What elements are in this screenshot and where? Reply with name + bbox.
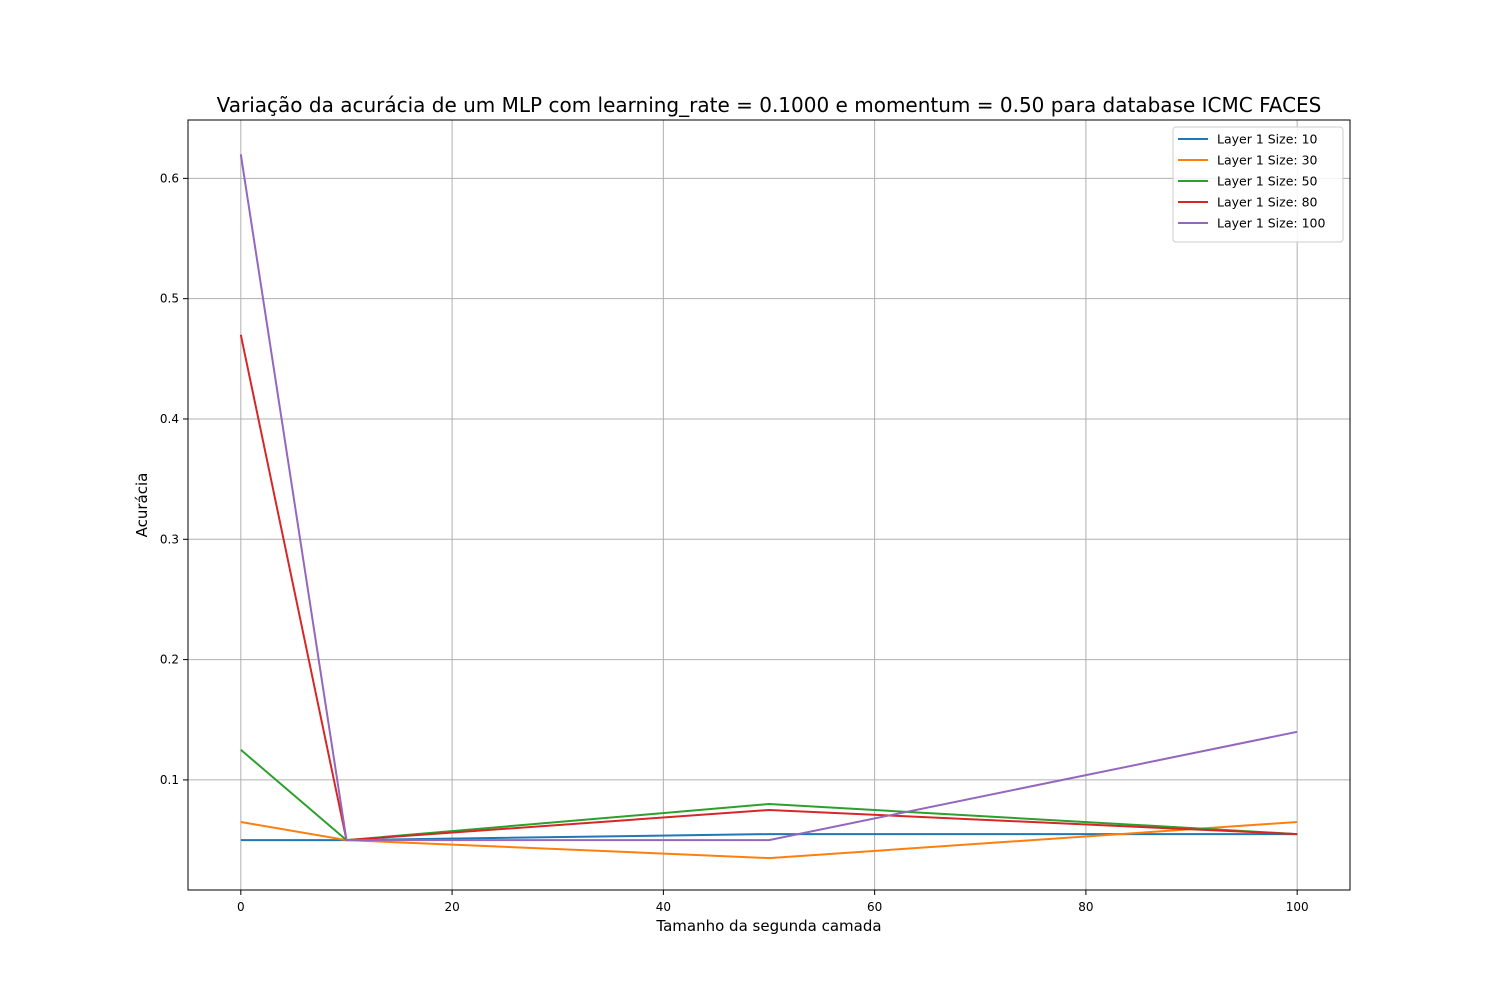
- x-tick-label: 40: [656, 900, 671, 914]
- legend-label: Layer 1 Size: 30: [1217, 153, 1318, 168]
- grid: [188, 120, 1350, 890]
- x-axis-ticks: 0 20 40 60 80 100: [237, 890, 1309, 914]
- x-tick-label: 100: [1286, 900, 1309, 914]
- y-tick-label: 0.2: [160, 653, 179, 667]
- plot-frame: [187, 119, 1351, 891]
- y-tick-label: 0.4: [160, 412, 179, 426]
- series-lines: [239, 154, 1298, 860]
- legend: Layer 1 Size: 10 Layer 1 Size: 30 Layer 1 …: [1172, 126, 1344, 243]
- legend-label: Layer 1 Size: 80: [1217, 195, 1318, 210]
- legend-label: Layer 1 Size: 50: [1217, 174, 1318, 189]
- legend-box: [1172, 126, 1344, 243]
- x-tick-label: 60: [867, 900, 882, 914]
- series-line-2: [240, 821, 1298, 860]
- chart-title: Variação da acurácia de um MLP com learn…: [217, 93, 1322, 117]
- y-axis-label: Acurácia: [133, 473, 151, 538]
- y-tick-label: 0.3: [160, 532, 179, 546]
- x-tick-label: 0: [237, 900, 245, 914]
- legend-label: Layer 1 Size: 10: [1217, 132, 1318, 147]
- y-tick-label: 0.1: [160, 773, 179, 787]
- series-line-5: [239, 154, 1298, 842]
- legend-label: Layer 1 Size: 100: [1217, 216, 1326, 231]
- series-line-4: [239, 334, 1298, 842]
- y-axis-ticks: 0.1 0.2 0.3 0.4 0.5 0.6: [160, 171, 188, 787]
- series-line-1: [240, 833, 1298, 842]
- x-tick-label: 20: [444, 900, 459, 914]
- series-line-3: [240, 749, 1298, 842]
- y-tick-label: 0.6: [160, 171, 179, 185]
- x-tick-label: 80: [1078, 900, 1093, 914]
- y-tick-label: 0.5: [160, 292, 179, 306]
- x-axis-label: Tamanho da segunda camada: [655, 917, 881, 935]
